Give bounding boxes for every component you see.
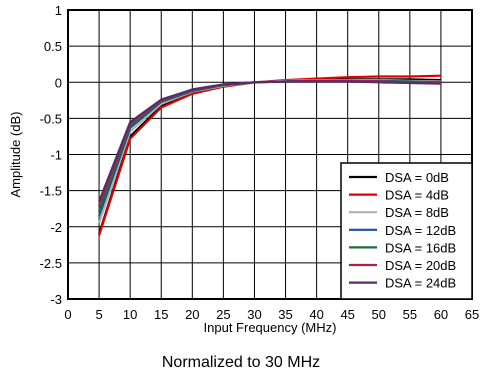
legend-entry: DSA = 12dB bbox=[385, 223, 456, 238]
y-tick-label: -1.5 bbox=[40, 184, 62, 199]
x-tick-label: 50 bbox=[372, 307, 386, 322]
x-tick-label: 30 bbox=[247, 307, 261, 322]
y-tick-label: -2 bbox=[50, 220, 62, 235]
legend-box bbox=[340, 162, 473, 300]
series-line bbox=[98, 80, 441, 202]
plot-frame bbox=[67, 9, 473, 300]
series-layer bbox=[98, 74, 441, 236]
x-tick-label: 65 bbox=[465, 307, 479, 322]
y-axis-label: Amplitude (dB) bbox=[8, 112, 23, 198]
x-tick-labels: 0 5 10 15 20 25 30 35 40 45 50 55 60 65 bbox=[64, 307, 479, 322]
x-tick-label: 40 bbox=[309, 307, 323, 322]
y-tick-label: 0.5 bbox=[44, 39, 62, 54]
legend-entry: DSA = 16dB bbox=[385, 240, 456, 255]
y-tick-label: -1 bbox=[50, 148, 62, 163]
y-tick-labels: 1 0.5 0 -0.5 -1 -1.5 -2 -2.5 -3 bbox=[40, 3, 62, 307]
legend-entry: DSA = 24dB bbox=[385, 276, 456, 291]
x-tick-label: 20 bbox=[185, 307, 199, 322]
y-tick-label: -2.5 bbox=[40, 256, 62, 271]
x-tick-label: 35 bbox=[278, 307, 292, 322]
x-tick-label: 55 bbox=[403, 307, 417, 322]
x-tick-label: 15 bbox=[154, 307, 168, 322]
x-axis-label: Input Frequency (MHz) bbox=[204, 320, 337, 335]
x-tick-label: 25 bbox=[216, 307, 230, 322]
legend-entry: DSA = 8dB bbox=[385, 205, 449, 220]
chart-caption: Normalized to 30 MHz bbox=[161, 354, 321, 371]
y-tick-label: 0 bbox=[55, 75, 62, 90]
y-tick-label: 1 bbox=[55, 3, 62, 18]
legend-entry: DSA = 0dB bbox=[385, 170, 449, 185]
y-tick-label: -3 bbox=[50, 292, 62, 307]
legend-entry: DSA = 20dB bbox=[385, 258, 456, 273]
x-tick-label: 10 bbox=[123, 307, 137, 322]
x-tick-label: 0 bbox=[64, 307, 71, 322]
x-tick-label: 45 bbox=[340, 307, 354, 322]
legend-entry: DSA = 4dB bbox=[385, 188, 449, 203]
y-tick-label: -0.5 bbox=[40, 111, 62, 126]
legend: DSA = 0dB DSA = 4dB DSA = 8dB DSA = 12dB DSA… bbox=[340, 162, 473, 300]
x-tick-label: 60 bbox=[434, 307, 448, 322]
x-tick-label: 5 bbox=[95, 307, 102, 322]
